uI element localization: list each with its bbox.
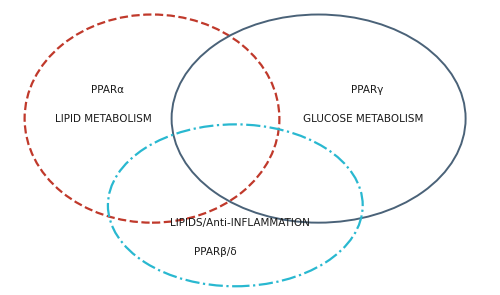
- Text: PPARγ: PPARγ: [352, 85, 384, 95]
- Text: LIPIDS/Anti-INFLAMMATION: LIPIDS/Anti-INFLAMMATION: [170, 218, 310, 228]
- Text: LIPID METABOLISM: LIPID METABOLISM: [54, 114, 152, 124]
- Text: PPARα: PPARα: [92, 85, 124, 95]
- Text: PPARβ/δ: PPARβ/δ: [194, 247, 237, 257]
- Text: GLUCOSE METABOLISM: GLUCOSE METABOLISM: [302, 114, 423, 124]
